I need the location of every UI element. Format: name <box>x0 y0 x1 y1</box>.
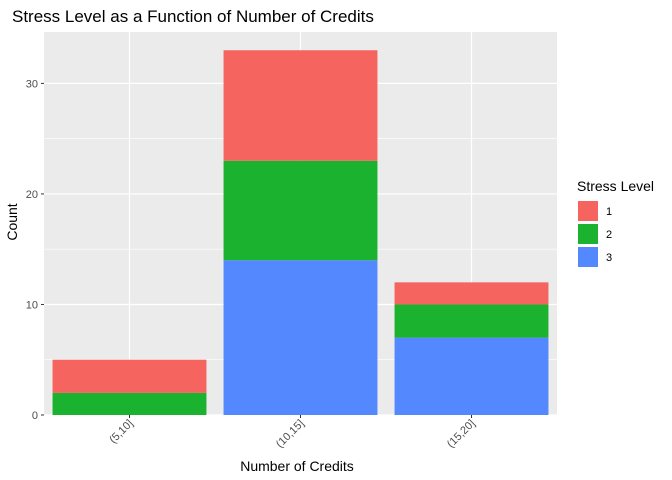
y-tick-label: 30 <box>26 78 38 90</box>
legend-title: Stress Level <box>577 178 654 194</box>
chart-title: Stress Level as a Function of Number of … <box>12 7 374 26</box>
legend-label: 1 <box>606 206 612 218</box>
legend-label: 3 <box>606 252 612 264</box>
bars <box>52 50 549 415</box>
y-tick-label: 0 <box>32 410 38 422</box>
y-axis-ticks: 0 10 20 30 <box>26 78 44 422</box>
x-axis-ticks: (5,10] (10,15] (15,20] <box>107 415 478 451</box>
y-axis-title: Count <box>4 203 20 240</box>
bar-segment <box>223 160 378 261</box>
x-tick-label: (10,15] <box>274 418 307 451</box>
y-tick-label: 20 <box>26 189 38 201</box>
bar-segment <box>223 260 378 415</box>
y-tick-label: 10 <box>26 299 38 311</box>
legend-key <box>578 224 598 244</box>
legend: Stress Level 1 2 3 <box>577 178 654 267</box>
x-tick-label: (15,20] <box>445 418 478 451</box>
bar-segment <box>52 392 207 415</box>
bar-segment <box>394 282 549 305</box>
bar-segment <box>223 50 378 161</box>
x-tick-label: (5,10] <box>107 418 135 446</box>
legend-key <box>578 247 598 267</box>
legend-label: 2 <box>606 229 612 241</box>
bar-segment <box>394 337 549 415</box>
x-axis-title: Number of Credits <box>240 458 354 474</box>
legend-key <box>578 201 598 221</box>
bar-segment <box>394 304 549 338</box>
bar-segment <box>52 359 207 393</box>
